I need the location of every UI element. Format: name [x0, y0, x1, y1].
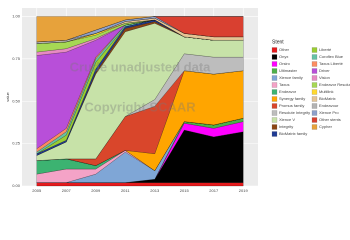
legend-swatch — [271, 96, 278, 102]
legend-swatch — [271, 47, 278, 53]
legend-swatch — [271, 82, 278, 88]
legend-label: Onyx — [279, 54, 288, 59]
legend-swatch — [271, 124, 278, 130]
legend-label: Xience V — [279, 117, 295, 122]
y-axis-label: value — [5, 91, 10, 101]
legend-label: Synergy family — [279, 96, 305, 101]
legend-swatch — [311, 96, 318, 102]
y-tick-label: 0.00 — [12, 183, 21, 188]
legend-label: Coroflex Blue — [319, 54, 344, 59]
legend-swatch — [311, 110, 318, 116]
x-tick-label: 2007 — [62, 188, 72, 193]
x-tick-label: 2005 — [32, 188, 42, 193]
y-tick-label: 1.00 — [12, 14, 21, 19]
legend-swatch — [311, 54, 318, 60]
watermark: Copyright SCAAR — [84, 99, 196, 114]
legend-swatch — [311, 124, 318, 130]
area — [36, 16, 244, 43]
legend-swatch — [271, 103, 278, 109]
legend-swatch — [311, 103, 318, 109]
legend-label: Taxus — [279, 82, 289, 87]
legend-swatch — [311, 47, 318, 53]
legend-label: Other stents — [319, 117, 341, 122]
x-tick-label: 2013 — [150, 188, 160, 193]
x-tick-label: 2019 — [239, 188, 249, 193]
x-tick-label: 2009 — [91, 188, 101, 193]
legend-label: Taxus Liberté — [319, 61, 344, 66]
y-tick-label: 0.50 — [12, 98, 21, 103]
chart: value Stent 0.00 0.25 0.50 0.75 1.00 2005 2007… — [5, 8, 350, 193]
area — [36, 182, 244, 187]
legend-swatch — [271, 131, 278, 137]
legend-swatch — [271, 68, 278, 74]
legend-title: Stent — [272, 39, 284, 45]
legend-swatch — [311, 117, 318, 123]
legend-label: Xience Pro — [319, 110, 339, 115]
legend-label: Endeavour — [319, 103, 339, 108]
legend-label: Integrity — [279, 124, 293, 129]
legend-label: Endeavor Resolute — [319, 82, 350, 87]
legend-swatch — [271, 117, 278, 123]
legend-label: Resolute Integrity — [279, 110, 310, 115]
legend-swatch — [311, 61, 318, 67]
legend-label: Promus family — [279, 103, 304, 108]
legend-label: Other — [279, 47, 290, 52]
legend-swatch — [271, 75, 278, 81]
legend-label: Vision — [319, 75, 330, 80]
legend-label: BioMatrix family — [279, 131, 307, 136]
x-tick-label: 2017 — [209, 188, 219, 193]
legend-label: Multilink — [319, 89, 333, 94]
legend-swatch — [311, 82, 318, 88]
legend-label: Ultimaster — [279, 68, 298, 73]
legend-swatch — [311, 89, 318, 95]
legend-label: Driver — [319, 68, 330, 73]
legend-label: Endeavor — [279, 89, 297, 94]
x-tick-label: 2015 — [180, 188, 190, 193]
y-tick-label: 0.75 — [12, 56, 21, 61]
legend-label: Cypher — [319, 124, 333, 129]
legend-swatch — [271, 110, 278, 116]
legend-swatch — [271, 61, 278, 67]
legend-label: BioMatrix — [319, 96, 336, 101]
legend-swatch — [311, 68, 318, 74]
legend-swatch — [271, 89, 278, 95]
legend-label: Xience family — [279, 75, 303, 80]
x-tick-label: 2011 — [121, 188, 130, 193]
legend-swatch — [311, 75, 318, 81]
legend-swatch — [271, 54, 278, 60]
legend-label: Orsiro — [279, 61, 291, 66]
legend-label: Liberté — [319, 47, 332, 52]
y-tick-label: 0.25 — [12, 141, 21, 146]
watermark: Crude unadjusted data — [70, 59, 212, 74]
